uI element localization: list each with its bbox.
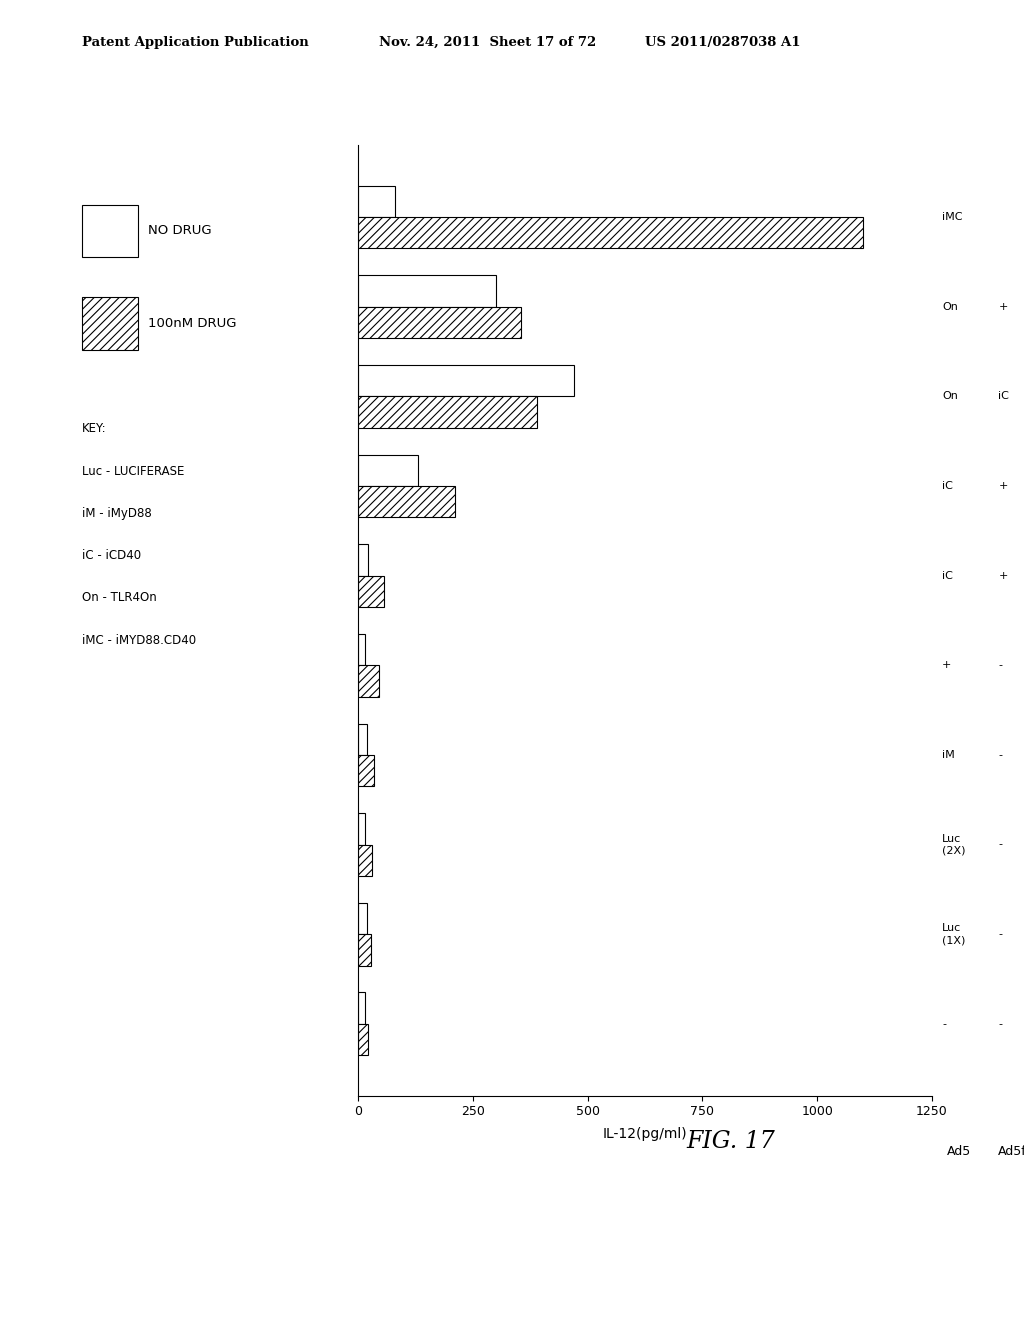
Text: +: + xyxy=(942,660,951,671)
Text: +: + xyxy=(998,570,1008,581)
Text: Luc
(2X): Luc (2X) xyxy=(942,834,966,855)
Bar xyxy=(358,186,395,216)
Text: Luc
(1X): Luc (1X) xyxy=(942,924,966,945)
Text: On: On xyxy=(942,301,958,312)
Bar xyxy=(358,454,418,486)
Text: iC: iC xyxy=(942,570,953,581)
Text: +: + xyxy=(998,480,1008,491)
Text: On: On xyxy=(942,391,958,401)
Text: -: - xyxy=(942,1019,946,1028)
Text: +: + xyxy=(998,301,1008,312)
Text: NO DRUG: NO DRUG xyxy=(148,224,212,238)
Bar xyxy=(358,845,372,876)
Bar xyxy=(358,364,574,396)
Text: iM - iMyD88: iM - iMyD88 xyxy=(82,507,152,520)
Text: -: - xyxy=(998,929,1002,940)
Text: iMC - iMYD88.CD40: iMC - iMYD88.CD40 xyxy=(82,634,196,647)
Text: KEY:: KEY: xyxy=(82,422,106,436)
Text: Ad5: Ad5 xyxy=(947,1144,972,1158)
Text: iC: iC xyxy=(942,480,953,491)
Text: -: - xyxy=(998,660,1002,671)
Text: iC - iCD40: iC - iCD40 xyxy=(82,549,141,562)
Bar xyxy=(358,544,368,576)
Text: -: - xyxy=(998,1019,1002,1028)
Bar xyxy=(358,665,379,697)
Bar xyxy=(358,275,496,306)
Text: Luc - LUCIFERASE: Luc - LUCIFERASE xyxy=(82,465,184,478)
Text: iM: iM xyxy=(942,750,954,760)
Text: 100nM DRUG: 100nM DRUG xyxy=(148,317,237,330)
Bar xyxy=(358,723,367,755)
Bar xyxy=(358,755,375,787)
Bar xyxy=(358,903,367,935)
Text: iC: iC xyxy=(998,391,1010,401)
Bar xyxy=(358,634,366,665)
Text: -: - xyxy=(998,750,1002,760)
Text: US 2011/0287038 A1: US 2011/0287038 A1 xyxy=(645,36,801,49)
Text: Nov. 24, 2011  Sheet 17 of 72: Nov. 24, 2011 Sheet 17 of 72 xyxy=(379,36,596,49)
Bar xyxy=(358,306,521,338)
Text: iMC: iMC xyxy=(942,213,963,222)
Bar xyxy=(358,813,366,845)
Bar xyxy=(358,486,455,517)
Text: Patent Application Publication: Patent Application Publication xyxy=(82,36,308,49)
Text: Ad5f35: Ad5f35 xyxy=(998,1144,1024,1158)
Text: -: - xyxy=(998,840,1002,850)
Bar xyxy=(358,935,372,966)
Bar xyxy=(358,576,384,607)
Bar xyxy=(358,396,538,428)
Text: On - TLR4On: On - TLR4On xyxy=(82,591,157,605)
Bar xyxy=(358,1024,369,1055)
Bar xyxy=(358,216,863,248)
Bar xyxy=(358,993,366,1024)
Text: FIG. 17: FIG. 17 xyxy=(686,1130,775,1154)
X-axis label: IL-12(pg/ml): IL-12(pg/ml) xyxy=(603,1127,687,1140)
